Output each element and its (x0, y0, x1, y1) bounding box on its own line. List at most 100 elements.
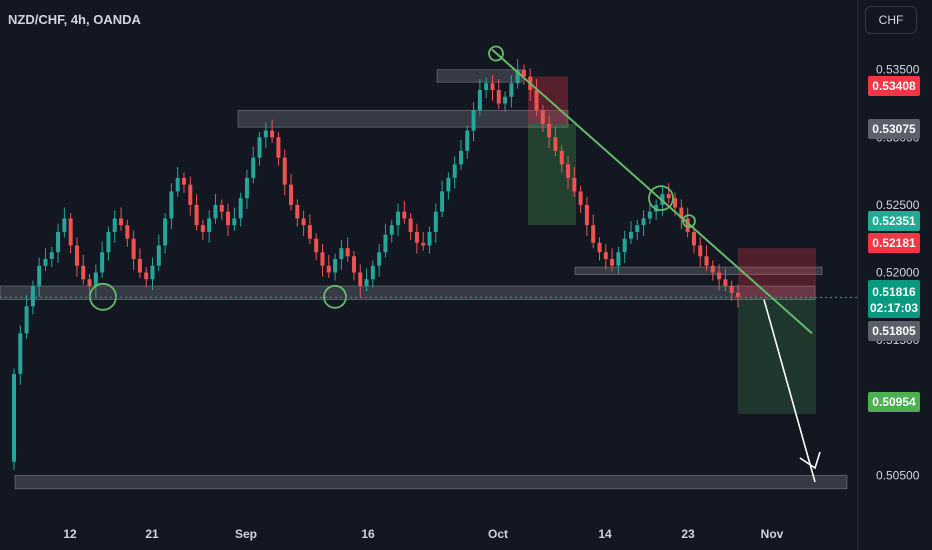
candle-body (540, 110, 545, 124)
candle-body (37, 265, 42, 287)
candle-body (194, 204, 199, 226)
candle (377, 244, 382, 277)
candle (37, 257, 42, 297)
candle (534, 79, 539, 116)
candle (163, 213, 168, 254)
candle-body (477, 90, 482, 111)
y-tick-label: 0.52000 (876, 266, 920, 280)
currency-button[interactable]: CHF (865, 6, 917, 34)
price-tag-bg (868, 119, 920, 139)
candle-body (414, 231, 419, 243)
candle-body (383, 234, 388, 253)
candle-body (93, 272, 98, 287)
candle-body (503, 96, 508, 104)
candle (414, 223, 419, 254)
candle-body (515, 69, 520, 84)
candle-body (289, 184, 294, 205)
candle (635, 219, 640, 241)
candle (698, 237, 703, 268)
candle (81, 254, 86, 285)
candle (339, 240, 344, 270)
candle (289, 173, 294, 211)
candle (87, 273, 92, 295)
candle (666, 183, 671, 204)
candle-body (578, 191, 583, 205)
candle-body (484, 83, 489, 91)
candle (647, 200, 652, 224)
candle (301, 210, 306, 237)
take-profit-zone (738, 297, 816, 414)
candle (515, 58, 520, 89)
candle-body (490, 83, 495, 91)
candle-body (175, 177, 180, 192)
candle-body (144, 272, 149, 280)
candle-body (131, 238, 136, 259)
candle (175, 167, 180, 197)
price-tag-label: 0.51805 (872, 324, 916, 338)
candle-body (408, 218, 413, 232)
candle-body (276, 137, 281, 158)
candle-body (333, 258, 338, 273)
candle-body (421, 242, 426, 246)
candle-body (566, 164, 571, 178)
candle-body (729, 286, 734, 293)
candle-body (163, 218, 168, 246)
candle-body (704, 256, 709, 266)
candle (56, 223, 61, 264)
candle (717, 264, 722, 291)
candle (509, 75, 514, 108)
candle (333, 253, 338, 281)
candle-body (226, 211, 231, 226)
price-tag-bg (868, 233, 920, 253)
x-tick-label: 16 (361, 527, 375, 541)
candle-body (68, 218, 73, 246)
candle (270, 119, 275, 143)
candle (452, 156, 457, 189)
candle (238, 192, 243, 227)
price-tag: 0.52181 (868, 233, 920, 253)
candle (125, 219, 130, 247)
candle-body (326, 265, 331, 273)
candle-body (723, 279, 728, 287)
candle-body (169, 191, 174, 219)
candle-body (106, 231, 111, 253)
candle-body (396, 211, 401, 226)
candle-body (351, 256, 356, 273)
candle (295, 199, 300, 227)
symbol-title: NZD/CHF, 4h, OANDA (8, 12, 141, 27)
candle-body (377, 252, 382, 266)
candle (540, 104, 545, 132)
candle-body (446, 177, 451, 192)
candle (131, 230, 136, 270)
candle (471, 102, 476, 142)
candle-body (641, 218, 646, 226)
candle (282, 149, 287, 196)
candle-body (251, 157, 256, 178)
candle (156, 234, 161, 272)
candle (396, 203, 401, 237)
candle-body (49, 252, 54, 259)
candle (213, 194, 218, 224)
candle-body (603, 252, 608, 259)
candle (603, 244, 608, 270)
candle-body (18, 333, 23, 374)
candle-body (572, 177, 577, 192)
candle (710, 260, 715, 281)
candle (12, 368, 16, 470)
candle (207, 210, 212, 243)
candle (408, 213, 413, 241)
candle (383, 223, 388, 258)
candle (219, 199, 224, 220)
candle (345, 237, 350, 262)
candle (723, 268, 728, 292)
candle (597, 237, 602, 261)
candle (188, 176, 193, 216)
candle (194, 194, 199, 231)
candle-body (465, 130, 470, 151)
candle-body (717, 272, 722, 280)
price-tag-label: 0.52351 (872, 214, 916, 228)
candle-body (181, 177, 186, 185)
candle (43, 248, 48, 272)
candle (169, 183, 174, 230)
